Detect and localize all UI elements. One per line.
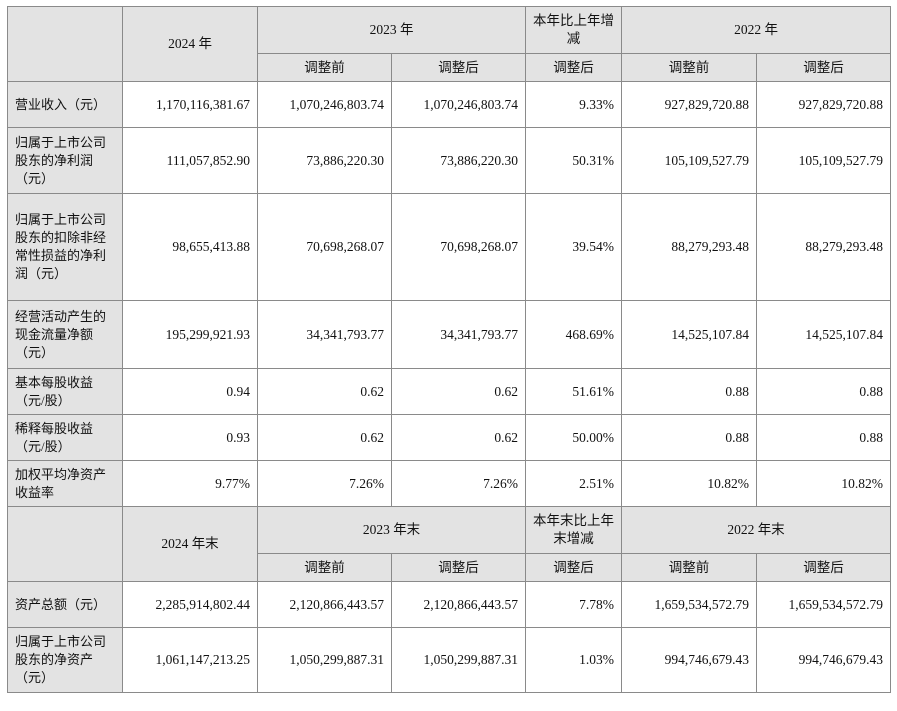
header-row-3: 2024 年末 2023 年末 本年末比上年末增减 2022 年末 bbox=[7, 506, 891, 582]
row-label: 基本每股收益（元/股） bbox=[7, 368, 123, 415]
value-2022-before: 0.88 bbox=[621, 368, 757, 415]
value-2024: 0.93 bbox=[122, 414, 258, 461]
table-row: 归属于上市公司股东的扣除非经常性损益的净利润（元） 98,655,413.88 … bbox=[7, 193, 891, 301]
value-2022-before: 14,525,107.84 bbox=[621, 300, 757, 369]
value-2023-before: 34,341,793.77 bbox=[257, 300, 392, 369]
value-2023-before: 73,886,220.30 bbox=[257, 127, 392, 194]
header-year-end-2024: 2024 年末 bbox=[122, 506, 258, 582]
header-row-4: 调整前 调整后 调整后 调整前 调整后 bbox=[8, 553, 891, 582]
table-row: 基本每股收益（元/股） 0.94 0.62 0.62 51.61% 0.88 0… bbox=[7, 368, 891, 415]
table-row: 归属于上市公司股东的净利润（元） 111,057,852.90 73,886,2… bbox=[7, 127, 891, 194]
header-2023-before: 调整前 bbox=[257, 553, 392, 582]
header-year-end-2022: 2022 年末 bbox=[621, 506, 891, 554]
value-change: 50.00% bbox=[525, 414, 622, 461]
value-2023-after: 0.62 bbox=[391, 414, 526, 461]
table-row: 营业收入（元） 1,170,116,381.67 1,070,246,803.7… bbox=[7, 81, 891, 128]
value-2023-before: 1,070,246,803.74 bbox=[257, 81, 392, 128]
row-label: 加权平均净资产收益率 bbox=[7, 460, 123, 507]
value-2022-after: 105,109,527.79 bbox=[756, 127, 891, 194]
table-row: 资产总额（元） 2,285,914,802.44 2,120,866,443.5… bbox=[7, 581, 891, 628]
value-2022-before: 1,659,534,572.79 bbox=[621, 581, 757, 628]
value-2023-after: 2,120,866,443.57 bbox=[391, 581, 526, 628]
value-2022-before: 105,109,527.79 bbox=[621, 127, 757, 194]
value-2024: 1,170,116,381.67 bbox=[122, 81, 258, 128]
value-change: 7.78% bbox=[525, 581, 622, 628]
header-2023-before: 调整前 bbox=[257, 53, 392, 82]
value-2023-before: 2,120,866,443.57 bbox=[257, 581, 392, 628]
value-2023-before: 0.62 bbox=[257, 414, 392, 461]
value-2023-after: 73,886,220.30 bbox=[391, 127, 526, 194]
value-2022-after: 927,829,720.88 bbox=[756, 81, 891, 128]
value-2024: 98,655,413.88 bbox=[122, 193, 258, 301]
value-2023-after: 70,698,268.07 bbox=[391, 193, 526, 301]
row-label: 经营活动产生的现金流量净额（元） bbox=[7, 300, 123, 369]
value-2024: 2,285,914,802.44 bbox=[122, 581, 258, 628]
header-2023-after: 调整后 bbox=[391, 53, 526, 82]
value-change: 1.03% bbox=[525, 627, 622, 693]
value-2022-before: 0.88 bbox=[621, 414, 757, 461]
header-change-year-end: 本年末比上年末增减 bbox=[525, 506, 622, 554]
header-year-end-2023: 2023 年末 bbox=[257, 506, 526, 554]
value-change: 2.51% bbox=[525, 460, 622, 507]
row-label: 资产总额（元） bbox=[7, 581, 123, 628]
table-row: 加权平均净资产收益率 9.77% 7.26% 7.26% 2.51% 10.82… bbox=[7, 460, 891, 507]
row-label: 稀释每股收益（元/股） bbox=[7, 414, 123, 461]
financial-indicators-table: 2024 年 2023 年 本年比上年增减 2022 年 调整前 调整后 调整后… bbox=[7, 6, 891, 693]
header-2022-before: 调整前 bbox=[621, 553, 757, 582]
header-year-2022: 2022 年 bbox=[621, 6, 891, 54]
row-label: 归属于上市公司股东的扣除非经常性损益的净利润（元） bbox=[7, 193, 123, 301]
value-change: 51.61% bbox=[525, 368, 622, 415]
value-2022-before: 10.82% bbox=[621, 460, 757, 507]
header-year-2024: 2024 年 bbox=[122, 6, 258, 82]
header-change-after: 调整后 bbox=[525, 53, 622, 82]
value-2022-after: 88,279,293.48 bbox=[756, 193, 891, 301]
value-2023-before: 0.62 bbox=[257, 368, 392, 415]
value-2023-after: 1,070,246,803.74 bbox=[391, 81, 526, 128]
value-2024: 111,057,852.90 bbox=[122, 127, 258, 194]
header-blank-cell bbox=[7, 6, 123, 82]
value-2022-after: 0.88 bbox=[756, 414, 891, 461]
value-2023-after: 7.26% bbox=[391, 460, 526, 507]
table-row: 归属于上市公司股东的净资产（元） 1,061,147,213.25 1,050,… bbox=[7, 627, 891, 693]
header-year-2023: 2023 年 bbox=[257, 6, 526, 54]
header-blank-cell bbox=[7, 506, 123, 582]
value-change: 9.33% bbox=[525, 81, 622, 128]
value-2022-after: 14,525,107.84 bbox=[756, 300, 891, 369]
value-change: 468.69% bbox=[525, 300, 622, 369]
header-2022-after: 调整后 bbox=[756, 553, 891, 582]
value-change: 50.31% bbox=[525, 127, 622, 194]
value-2022-after: 1,659,534,572.79 bbox=[756, 581, 891, 628]
value-2023-after: 0.62 bbox=[391, 368, 526, 415]
header-change-after: 调整后 bbox=[525, 553, 622, 582]
table-row: 稀释每股收益（元/股） 0.93 0.62 0.62 50.00% 0.88 0… bbox=[7, 414, 891, 461]
header-row-1: 2024 年 2023 年 本年比上年增减 2022 年 bbox=[7, 6, 891, 82]
header-change: 本年比上年增减 bbox=[525, 6, 622, 54]
value-2022-before: 994,746,679.43 bbox=[621, 627, 757, 693]
value-2023-after: 1,050,299,887.31 bbox=[391, 627, 526, 693]
header-row-2: 调整前 调整后 调整后 调整前 调整后 bbox=[8, 53, 891, 82]
row-label: 归属于上市公司股东的净利润（元） bbox=[7, 127, 123, 194]
value-2022-after: 994,746,679.43 bbox=[756, 627, 891, 693]
value-2024: 1,061,147,213.25 bbox=[122, 627, 258, 693]
value-2022-after: 0.88 bbox=[756, 368, 891, 415]
row-label: 营业收入（元） bbox=[7, 81, 123, 128]
value-2023-after: 34,341,793.77 bbox=[391, 300, 526, 369]
value-2022-before: 88,279,293.48 bbox=[621, 193, 757, 301]
header-2022-before: 调整前 bbox=[621, 53, 757, 82]
value-2023-before: 1,050,299,887.31 bbox=[257, 627, 392, 693]
value-2023-before: 7.26% bbox=[257, 460, 392, 507]
value-2022-before: 927,829,720.88 bbox=[621, 81, 757, 128]
value-2024: 195,299,921.93 bbox=[122, 300, 258, 369]
value-2022-after: 10.82% bbox=[756, 460, 891, 507]
row-label: 归属于上市公司股东的净资产（元） bbox=[7, 627, 123, 693]
value-change: 39.54% bbox=[525, 193, 622, 301]
header-2022-after: 调整后 bbox=[756, 53, 891, 82]
value-2023-before: 70,698,268.07 bbox=[257, 193, 392, 301]
header-2023-after: 调整后 bbox=[391, 553, 526, 582]
value-2024: 0.94 bbox=[122, 368, 258, 415]
value-2024: 9.77% bbox=[122, 460, 258, 507]
table-row: 经营活动产生的现金流量净额（元） 195,299,921.93 34,341,7… bbox=[7, 300, 891, 369]
